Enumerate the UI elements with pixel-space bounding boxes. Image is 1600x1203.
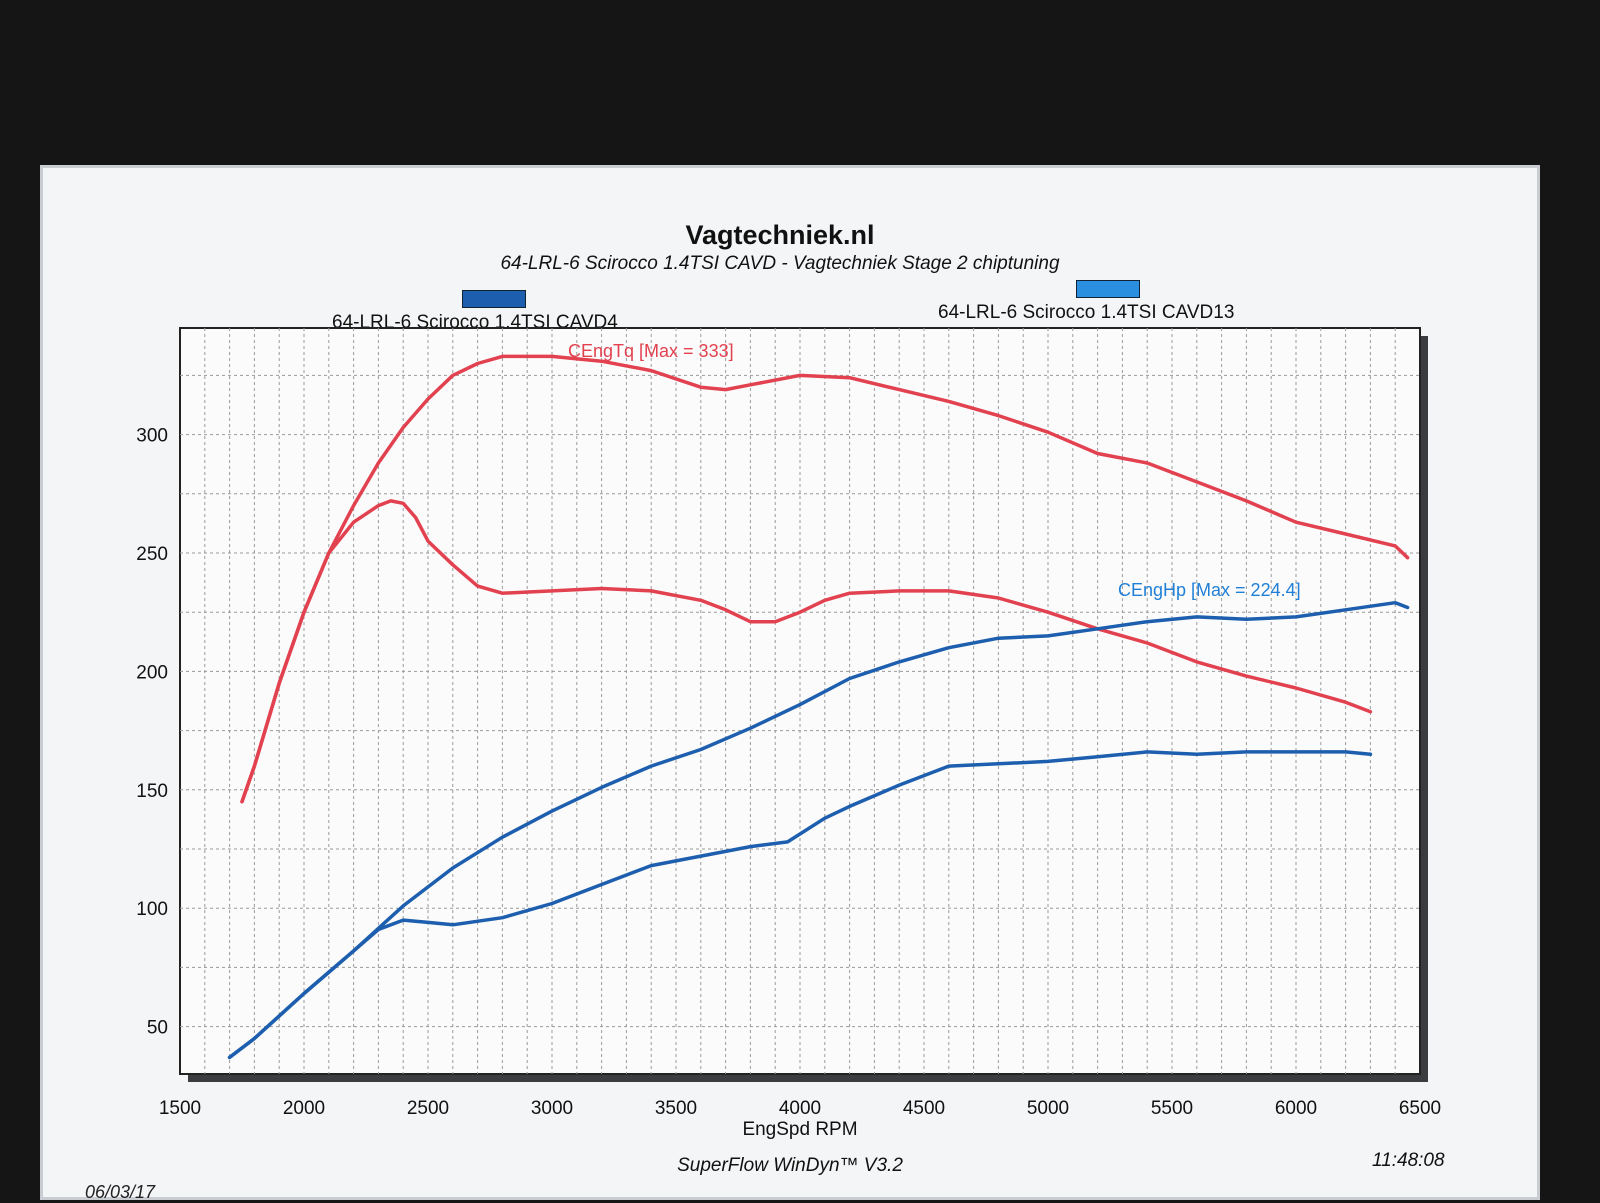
print-date: 06/03/17	[85, 1182, 156, 1202]
x-tick-label: 4000	[779, 1098, 821, 1119]
software-label: SuperFlow WinDyn™ V3.2	[677, 1155, 903, 1176]
legend-swatch-cavd13	[1076, 280, 1140, 298]
x-axis-ticks: 1500 2000 2500 3000 3500 4000 4500 5000 5500 6000…	[159, 1098, 1441, 1119]
legend-swatch-cavd4	[462, 290, 526, 308]
y-tick-label: 50	[147, 1018, 168, 1039]
y-axis-ticks: 50 100 150 200 250 300	[136, 426, 168, 1039]
y-tick-label: 300	[136, 426, 168, 447]
print-time: 11:48:08	[1372, 1150, 1445, 1171]
power-line-tuned	[227, 600, 1410, 1060]
series-lines	[227, 354, 1410, 1060]
x-tick-label: 2000	[283, 1098, 325, 1119]
y-tick-label: 200	[136, 662, 168, 683]
x-tick-label: 3500	[655, 1098, 697, 1119]
x-tick-label: 6000	[1275, 1098, 1317, 1119]
torque-line-stock	[240, 499, 1373, 804]
y-tick-label: 100	[136, 899, 168, 920]
x-tick-label: 5000	[1027, 1098, 1069, 1119]
x-tick-label: 6500	[1399, 1098, 1441, 1119]
chart-subtitle: 64-LRL-6 Scirocco 1.4TSI CAVD - Vagtechn…	[500, 253, 1060, 274]
power-line-stock	[227, 750, 1373, 1060]
x-tick-label: 4500	[903, 1098, 945, 1119]
x-tick-label: 5500	[1151, 1098, 1193, 1119]
y-tick-label: 250	[136, 544, 168, 565]
x-axis-label: EngSpd RPM	[742, 1119, 857, 1140]
torque-line-tuned	[240, 354, 1410, 804]
x-tick-label: 3000	[531, 1098, 573, 1119]
legend-item-cavd13: 64-LRL-6 Scirocco 1.4TSI CAVD13	[938, 280, 1234, 324]
chart-title: Vagtechniek.nl	[685, 220, 875, 250]
legend-label-cavd13: 64-LRL-6 Scirocco 1.4TSI CAVD13	[938, 302, 1235, 323]
power-annotation: CEngHp [Max = 224.4]	[1118, 580, 1301, 600]
torque-annotation: CEngTq [Max = 333]	[568, 341, 734, 361]
x-tick-label: 2500	[407, 1098, 449, 1119]
y-tick-label: 150	[136, 781, 168, 802]
x-tick-label: 1500	[159, 1098, 201, 1119]
grid-lines	[180, 328, 1420, 1074]
